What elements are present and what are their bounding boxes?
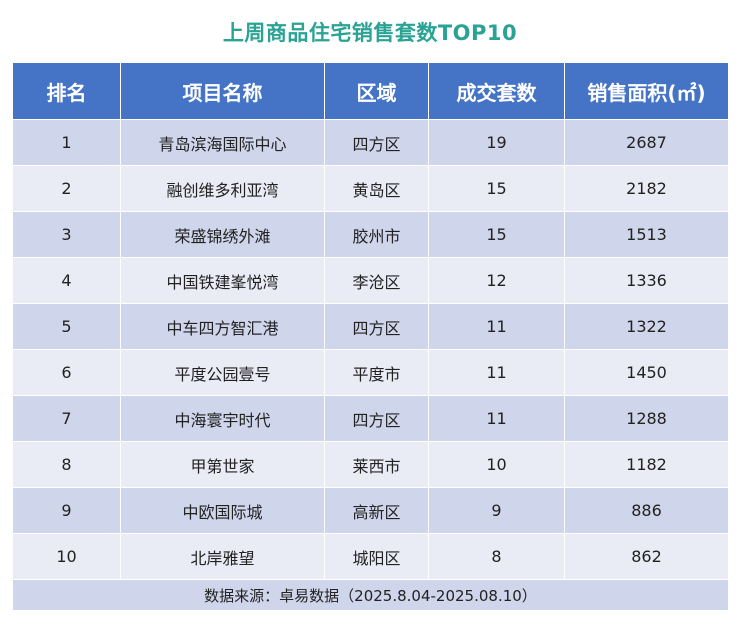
cell-units-sold: 15	[428, 165, 565, 212]
cell-project-name: 甲第世家	[120, 441, 325, 488]
table-row: 9 中欧国际城 高新区 9 886	[12, 487, 729, 534]
cell-rank: 9	[12, 487, 121, 534]
cell-units-sold: 8	[428, 533, 565, 580]
cell-units-sold: 11	[428, 303, 565, 350]
column-header-units-sold: 成交套数	[428, 62, 565, 120]
table-header-row: 排名 项目名称 区域 成交套数 销售面积(㎡)	[12, 62, 729, 120]
table-row: 8 甲第世家 莱西市 10 1182	[12, 441, 729, 488]
table-footer-row: 数据来源：卓易数据（2025.8.04-2025.08.10）	[12, 579, 729, 611]
cell-sales-area: 1182	[564, 441, 729, 488]
cell-units-sold: 19	[428, 119, 565, 166]
cell-district: 平度市	[324, 349, 429, 396]
cell-rank: 8	[12, 441, 121, 488]
cell-district: 四方区	[324, 395, 429, 442]
cell-rank: 7	[12, 395, 121, 442]
cell-rank: 6	[12, 349, 121, 396]
cell-sales-area: 1513	[564, 211, 729, 258]
table-row: 2 融创维多利亚湾 黄岛区 15 2182	[12, 165, 729, 212]
cell-units-sold: 10	[428, 441, 565, 488]
column-header-rank: 排名	[12, 62, 121, 120]
cell-rank: 1	[12, 119, 121, 166]
cell-sales-area: 862	[564, 533, 729, 580]
cell-rank: 3	[12, 211, 121, 258]
cell-sales-area: 1336	[564, 257, 729, 304]
table-row: 1 青岛滨海国际中心 四方区 19 2687	[12, 119, 729, 166]
cell-rank: 5	[12, 303, 121, 350]
cell-sales-area: 2182	[564, 165, 729, 212]
table-row: 7 中海寰宇时代 四方区 11 1288	[12, 395, 729, 442]
cell-district: 李沧区	[324, 257, 429, 304]
cell-project-name: 中海寰宇时代	[120, 395, 325, 442]
page-title: 上周商品住宅销售套数TOP10	[222, 21, 518, 45]
cell-sales-area: 886	[564, 487, 729, 534]
cell-district: 莱西市	[324, 441, 429, 488]
cell-project-name: 青岛滨海国际中心	[120, 119, 325, 166]
cell-district: 高新区	[324, 487, 429, 534]
cell-project-name: 平度公园壹号	[120, 349, 325, 396]
cell-units-sold: 11	[428, 395, 565, 442]
cell-sales-area: 1450	[564, 349, 729, 396]
column-header-project-name: 项目名称	[120, 62, 325, 120]
cell-project-name: 荣盛锦绣外滩	[120, 211, 325, 258]
cell-district: 城阳区	[324, 533, 429, 580]
cell-project-name: 融创维多利亚湾	[120, 165, 325, 212]
cell-rank: 10	[12, 533, 121, 580]
column-header-sales-area: 销售面积(㎡)	[564, 62, 729, 120]
cell-project-name: 中国铁建峯悦湾	[120, 257, 325, 304]
table-row: 5 中车四方智汇港 四方区 11 1322	[12, 303, 729, 350]
table-row: 10 北岸雅望 城阳区 8 862	[12, 533, 729, 580]
cell-units-sold: 15	[428, 211, 565, 258]
cell-district: 黄岛区	[324, 165, 429, 212]
cell-rank: 4	[12, 257, 121, 304]
cell-units-sold: 9	[428, 487, 565, 534]
table-body: 1 青岛滨海国际中心 四方区 19 2687 2 融创维多利亚湾 黄岛区 15 2182 3 荣盛锦绣…	[12, 119, 729, 580]
cell-sales-area: 1288	[564, 395, 729, 442]
cell-project-name: 中欧国际城	[120, 487, 325, 534]
column-header-district: 区域	[324, 62, 429, 120]
cell-units-sold: 12	[428, 257, 565, 304]
cell-rank: 2	[12, 165, 121, 212]
cell-district: 四方区	[324, 303, 429, 350]
cell-sales-area: 1322	[564, 303, 729, 350]
table-row: 3 荣盛锦绣外滩 胶州市 15 1513	[12, 211, 729, 258]
cell-units-sold: 11	[428, 349, 565, 396]
cell-district: 胶州市	[324, 211, 429, 258]
cell-district: 四方区	[324, 119, 429, 166]
data-source-note: 数据来源：卓易数据（2025.8.04-2025.08.10）	[12, 579, 729, 611]
table-row: 6 平度公园壹号 平度市 11 1450	[12, 349, 729, 396]
sales-ranking-table: 排名 项目名称 区域 成交套数 销售面积(㎡) 1 青岛滨海国际中心 四方区 19 26…	[12, 62, 729, 611]
cell-project-name: 北岸雅望	[120, 533, 325, 580]
cell-project-name: 中车四方智汇港	[120, 303, 325, 350]
table-row: 4 中国铁建峯悦湾 李沧区 12 1336	[12, 257, 729, 304]
cell-sales-area: 2687	[564, 119, 729, 166]
